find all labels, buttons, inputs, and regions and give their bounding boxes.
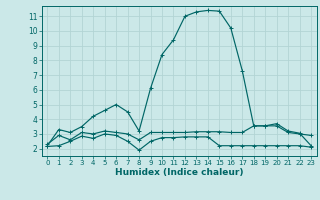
X-axis label: Humidex (Indice chaleur): Humidex (Indice chaleur) <box>115 168 244 177</box>
